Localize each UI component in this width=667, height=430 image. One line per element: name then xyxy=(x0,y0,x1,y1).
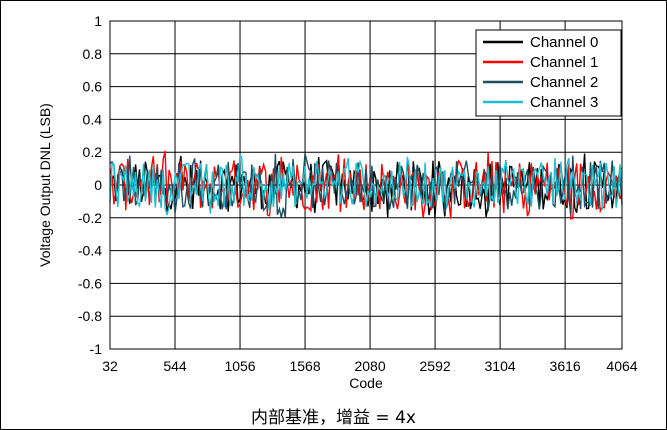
x-axis-label: Code xyxy=(349,375,383,391)
y-tick-label: -1 xyxy=(90,341,103,357)
y-tick-label: 0 xyxy=(94,177,102,193)
legend: Channel 0 Channel 1 Channel 2 Channel 3 xyxy=(475,29,622,117)
y-axis-label: Voltage Output DNL (LSB) xyxy=(37,103,53,267)
plot-border xyxy=(109,20,623,350)
series-line-2 xyxy=(109,153,623,218)
y-tick-label: 0.6 xyxy=(83,79,103,95)
x-tick-label: 1056 xyxy=(224,358,255,374)
legend-label: Channel 0 xyxy=(530,34,598,51)
x-tick-label: 32 xyxy=(102,358,118,374)
legend-label: Channel 3 xyxy=(530,94,598,111)
x-tick-labels: 32 544 1056 1568 2080 2592 3104 3616 4064 xyxy=(102,358,638,374)
y-tick-label: 0.4 xyxy=(83,111,103,127)
dnl-chart: 1 0.8 0.6 0.4 0.2 0 -0.2 -0.4 -0.6 -0.8 -1 32 544 10… xyxy=(37,13,638,391)
legend-label: Channel 1 xyxy=(530,54,598,71)
series-line-3 xyxy=(109,153,623,216)
y-tick-labels: 1 0.8 0.6 0.4 0.2 0 -0.2 -0.4 -0.6 -0.8 -1 xyxy=(78,13,102,357)
y-tick-label: -0.4 xyxy=(78,243,102,259)
y-tick-label: 0.2 xyxy=(83,144,103,160)
y-tick-label: -0.6 xyxy=(78,275,102,291)
x-tick-label: 544 xyxy=(163,358,187,374)
x-tick-label: 2080 xyxy=(354,358,385,374)
x-tick-label: 2592 xyxy=(420,358,451,374)
figure-caption: 内部基准，增益 = 4x xyxy=(251,408,416,428)
x-tick-label: 4064 xyxy=(606,358,637,374)
y-tick-label: -0.2 xyxy=(78,210,102,226)
x-tick-label: 1568 xyxy=(289,358,320,374)
legend-label: Channel 2 xyxy=(530,74,598,91)
y-tick-label: -0.8 xyxy=(78,308,102,324)
series-lines xyxy=(109,150,623,220)
x-tick-label: 3104 xyxy=(485,358,516,374)
y-tick-label: 0.8 xyxy=(83,46,103,62)
x-tick-label: 3616 xyxy=(550,358,581,374)
y-tick-label: 1 xyxy=(94,13,102,29)
